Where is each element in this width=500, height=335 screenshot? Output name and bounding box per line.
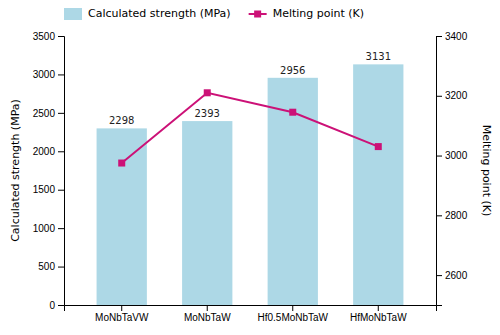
tick-mark [436,36,442,37]
tick-label: MoNbTaVW [95,312,149,323]
marker [204,89,211,96]
legend-label: Melting point (K) [273,7,364,20]
tick-label: 500 [38,261,55,272]
y-axis: 0 500 1000 1500 2000 2500 3000 3500 [33,31,65,311]
tick-label: 3000 [445,150,468,161]
tick: HfMoNbTaW [350,305,407,323]
tick-mark [58,190,64,191]
tick-label: 0 [49,300,55,311]
marker [289,109,296,116]
legend-label: Calculated strength (MPa) [88,7,231,20]
tick: 2800 [436,210,468,221]
axis-line [437,37,443,306]
tick-label: 3200 [445,90,468,101]
tick-label: 3400 [445,31,468,42]
plot-area [97,64,404,305]
tick: 3000 [436,150,468,161]
tick-label: 3000 [33,69,56,80]
legend-item: Melting point (K) [249,7,364,20]
tick: 2000 [33,146,64,157]
tick: 2500 [33,108,64,119]
tick-label: 1000 [33,223,56,234]
tick-label: 2000 [33,146,56,157]
axis-line [65,306,437,312]
legend-swatch [64,8,82,20]
tick-label: 2500 [33,108,56,119]
tick-label: MoNbTaW [184,312,231,323]
tick-mark [58,74,64,75]
tick-label: 2600 [445,270,468,281]
tick-label: Hf0.5MoNbTaW [257,312,328,323]
data-label: 2298 [109,115,134,126]
tick-mark [58,267,64,268]
tick: Hf0.5MoNbTaW [257,305,328,323]
axis-title: Melting point (K) [480,125,493,216]
bar [353,64,403,305]
tick-mark [436,156,442,157]
tick-mark [121,305,122,311]
tick-label: 3500 [33,31,56,42]
legend: Calculated strength (MPa) Melting point (… [64,7,364,20]
axis-line [58,37,65,306]
data-label: 2956 [280,65,305,76]
tick: 3200 [436,90,468,101]
marker [375,143,382,150]
tick: 3500 [33,31,64,42]
bar [182,121,232,305]
tick-mark [207,305,208,311]
tick: 0 [49,300,64,311]
tick-mark [292,305,293,311]
line [122,93,379,163]
tick-label: 1500 [33,184,56,195]
tick: MoNbTaVW [95,305,149,323]
bar [97,128,147,305]
tick-mark [436,215,442,216]
tick-mark [58,36,64,37]
tick-mark [436,96,442,97]
tick-mark [58,305,64,306]
chart: 2298 2393 2956 3131 MoNbTaVW MoNbTaW Hf0.5MoNb… [0,0,500,335]
data-label: 2393 [195,108,220,119]
tick-mark [58,228,64,229]
data-labels: 2298 2393 2956 3131 [109,51,391,126]
tick: 1500 [33,184,64,195]
tick: 2600 [436,270,468,281]
tick: 1000 [33,223,64,234]
tick-label: HfMoNbTaW [350,312,407,323]
tick: 500 [38,261,64,272]
tick-mark [378,305,379,311]
y2-axis: 2600 2800 3000 3200 3400 [436,31,468,306]
legend-item: Calculated strength (MPa) [64,7,231,20]
legend-swatch [254,11,261,18]
tick: 3400 [436,31,468,42]
marker [118,160,125,167]
bar [268,78,318,305]
tick: 3000 [33,69,64,80]
tick-mark [58,113,64,114]
tick-mark [436,275,442,276]
data-label: 3131 [366,51,391,62]
tick-label: 2800 [445,210,468,221]
x-axis: MoNbTaVW MoNbTaW Hf0.5MoNbTaW HfMoNbTaW [65,305,437,323]
tick-mark [58,151,64,152]
tick: MoNbTaW [184,305,231,323]
axis-title: Calculated strength (MPa) [9,99,22,242]
